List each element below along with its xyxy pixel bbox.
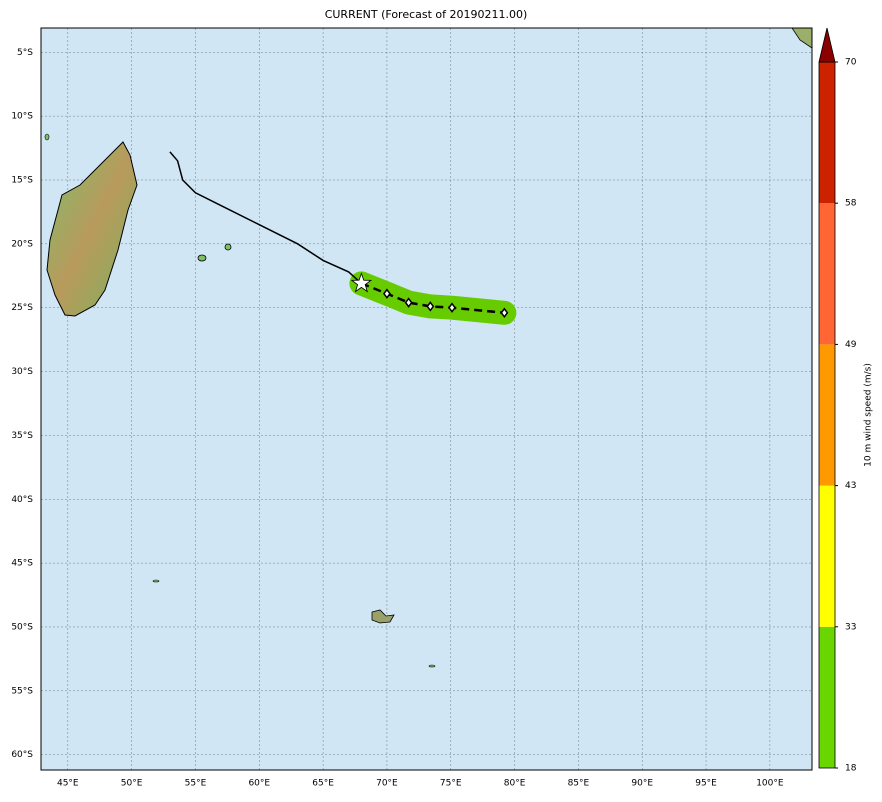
kerguelen [371,609,395,624]
lon-tick-label: 90°E [631,779,653,789]
lon-tick-label: 55°E [185,779,207,789]
lat-tick-label: 15°S [11,175,33,185]
wind-swath [349,271,517,325]
colorbar-tick-label: 58 [845,199,857,209]
madagascar [46,141,138,317]
colorbar-tick-label: 70 [845,58,857,68]
reunion [197,254,207,262]
colorbar-tick-label: 33 [845,622,856,632]
current-position [350,272,373,293]
heard-island [428,664,436,668]
forecast-point [404,297,413,308]
lat-tick-label: 50°S [11,622,33,632]
lat-tick-label: 5°S [17,48,33,58]
colorbar-label: 10 m wind speed (m/s) [864,363,874,467]
comoros [44,133,50,141]
lat-tick-label: 40°S [11,495,33,505]
forecast-point [448,302,456,313]
map-frame [40,27,813,771]
colorbar-segment [819,203,835,345]
lat-tick-label: 55°S [11,686,33,696]
lat-tick-label: 45°S [11,559,33,569]
lon-tick-label: 100°E [756,779,784,789]
lat-tick-label: 60°S [11,750,33,760]
colorbar-segment [819,62,835,204]
observed-track [169,151,362,284]
lat-tick-label: 25°S [11,303,33,313]
lon-tick-label: 85°E [568,779,590,789]
lat-tick-label: 30°S [11,367,33,377]
crozet [152,579,160,583]
lat-tick-label: 35°S [11,431,33,441]
colorbar-segment [819,344,835,486]
land [44,28,812,668]
sri-lanka [791,28,812,49]
forecast-point [426,301,435,312]
lon-tick-label: 60°E [248,779,270,789]
lon-tick-label: 80°E [504,779,526,789]
lat-tick-label: 20°S [11,239,33,249]
colorbar-segment [819,485,835,627]
lon-tick-label: 95°E [695,779,717,789]
forecast-point [382,288,391,299]
colorbar-frame [818,61,836,769]
forecast-point [500,307,509,319]
lon-tick-label: 70°E [376,779,398,789]
lon-tick-label: 65°E [312,779,334,789]
colorbar-tick-label: 43 [845,481,856,491]
ocean [41,28,812,770]
lon-tick-label: 75°E [440,779,462,789]
colorbar-extend [818,27,836,63]
lat-tick-label: 10°S [11,112,33,122]
mauritius [224,243,232,251]
lon-tick-label: 45°E [57,779,79,789]
colorbar-tick-label: 18 [845,764,857,774]
lon-tick-label: 50°E [121,779,143,789]
title: CURRENT (Forecast of 20190211.00) [325,8,528,21]
colorbar-segment [819,626,835,768]
colorbar-tick-label: 49 [845,340,857,350]
